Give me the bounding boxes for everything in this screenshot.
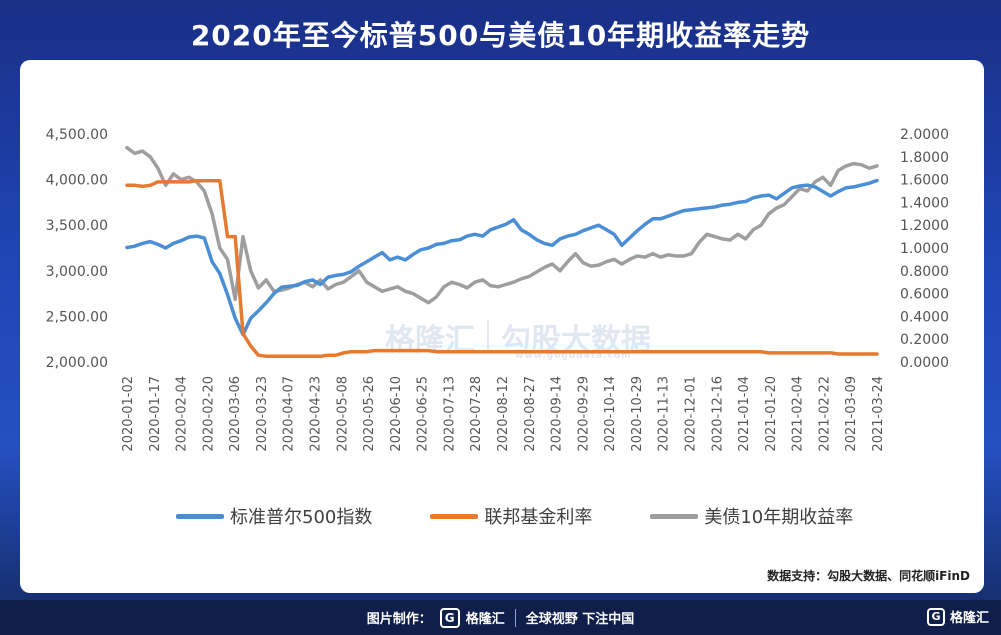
x-tick-label: 2020-04-07	[282, 376, 297, 452]
watermark-divider	[487, 320, 489, 354]
y-right-tick-label: 1.8000	[900, 150, 949, 166]
footer-logo-icon: G	[439, 607, 460, 628]
corner-logo: G 格隆汇	[926, 607, 989, 626]
legend-swatch-treasury	[650, 513, 699, 519]
legend-item-sp500: 标准普尔500指数	[176, 503, 372, 529]
x-tick-label: 2020-12-16	[710, 376, 725, 452]
x-tick-label: 2020-03-23	[255, 376, 270, 452]
x-tick-label: 2020-08-12	[496, 376, 511, 452]
x-tick-label: 2020-09-29	[576, 376, 591, 452]
legend-label-sp500: 标准普尔500指数	[230, 507, 373, 528]
y-left-tick-label: 4,000.00	[46, 173, 108, 189]
x-tick-label: 2020-02-04	[175, 376, 190, 452]
data-source: 数据支持：勾股大数据、同花顺iFinD	[767, 569, 970, 583]
x-tick-label: 2021-01-04	[737, 376, 752, 452]
y-right-tick-label: 0.0000	[900, 355, 949, 371]
y-right-tick-label: 1.4000	[900, 195, 949, 211]
footer-brand: 格隆汇	[465, 612, 505, 627]
y-left-tick-label: 2,000.00	[46, 355, 108, 371]
x-tick-label: 2020-10-14	[603, 376, 618, 452]
y-right-tick-label: 0.6000	[900, 287, 949, 303]
x-tick-label: 2020-12-01	[684, 376, 699, 452]
y-right-tick-label: 0.8000	[900, 264, 949, 280]
y-left-tick-label: 4,500.00	[46, 127, 108, 143]
legend-item-treasury: 美债10年期收益率	[650, 503, 853, 529]
x-tick-label: 2020-06-10	[389, 376, 404, 452]
x-tick-label: 2020-05-08	[335, 376, 350, 452]
x-tick-label: 2020-11-13	[657, 376, 672, 452]
watermark: 格隆汇 勾股大数据 www.gogudata.com	[385, 315, 651, 361]
x-tick-label: 2020-03-06	[228, 376, 243, 452]
chart-card: 格隆汇 勾股大数据 www.gogudata.com 2,000.00 2,500…	[20, 60, 984, 593]
x-tick-label: 2020-10-29	[630, 376, 645, 452]
series-line-treasury	[125, 145, 879, 305]
y-right-tick-label: 1.0000	[900, 241, 949, 257]
y-right-tick-label: 2.0000	[900, 127, 949, 143]
corner-brand: 格隆汇	[949, 611, 989, 626]
y-right-tick-label: 0.4000	[900, 309, 949, 325]
x-tick-label: 2020-01-17	[148, 376, 163, 452]
legend-item-fed: 联邦基金利率	[430, 503, 592, 529]
y-right-tick-label: 0.2000	[900, 332, 949, 348]
x-tick-label: 2020-02-20	[201, 376, 216, 452]
legend-label-fed: 联邦基金利率	[484, 507, 593, 528]
x-tick-label: 2021-02-04	[791, 376, 806, 452]
x-tick-label: 2020-08-27	[523, 376, 538, 452]
x-tick-label: 2020-09-14	[550, 376, 565, 452]
x-tick-label: 2020-07-13	[442, 376, 457, 452]
x-tick-label: 2021-02-22	[817, 376, 832, 452]
y-left-tick-label: 3,500.00	[46, 218, 108, 234]
footer-divider	[514, 608, 516, 627]
x-tick-label: 2021-03-24	[871, 376, 886, 452]
x-tick-label: 2020-01-02	[121, 376, 136, 452]
page-title: 2020年至今标普500与美债10年期收益率走势	[190, 19, 811, 52]
footer-made-by: 图片制作：	[366, 612, 432, 627]
y-left-tick-label: 2,500.00	[46, 309, 108, 325]
y-left-tick-label: 3,000.00	[46, 264, 108, 280]
legend-swatch-sp500	[176, 513, 224, 519]
footer-bar: 图片制作： G 格隆汇 全球视野 下注中国	[0, 600, 1001, 635]
x-tick-label: 2020-06-25	[416, 376, 431, 452]
series-line-fed	[125, 178, 879, 359]
corner-logo-icon: G	[926, 607, 945, 626]
y-right-tick-label: 1.2000	[900, 218, 949, 234]
x-tick-label: 2021-01-20	[764, 376, 779, 452]
x-tick-label: 2020-07-28	[469, 376, 484, 452]
x-tick-label: 2020-04-23	[309, 376, 324, 452]
legend-swatch-fed	[430, 513, 479, 519]
chart-legend: 标准普尔500指数 联邦基金利率 美债10年期收益率	[176, 503, 911, 529]
x-tick-label: 2020-05-26	[362, 376, 377, 452]
line-chart: 2,000.00 2,500.00 3,000.00 3,500.00 4,000.00…	[46, 127, 949, 452]
watermark-url: www.gogudata.com	[515, 351, 632, 361]
footer-slogan: 全球视野 下注中国	[525, 612, 635, 627]
x-tick-label: 2021-03-09	[844, 376, 859, 452]
y-right-tick-label: 1.6000	[900, 173, 949, 189]
series-line-sp500	[125, 178, 879, 337]
legend-label-treasury: 美债10年期收益率	[704, 507, 854, 528]
